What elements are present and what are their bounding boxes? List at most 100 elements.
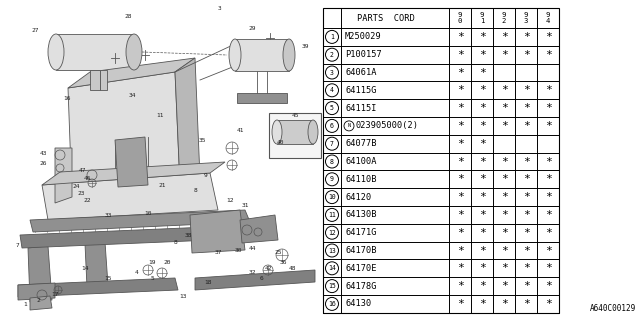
Polygon shape (190, 210, 245, 253)
Text: 18: 18 (204, 281, 212, 285)
Polygon shape (30, 296, 52, 310)
Polygon shape (42, 162, 225, 185)
Text: A640C00129: A640C00129 (589, 304, 636, 313)
Text: 2: 2 (36, 298, 40, 302)
Text: *: * (456, 156, 463, 166)
Text: *: * (479, 228, 485, 238)
Text: 17: 17 (51, 292, 59, 298)
Text: 1: 1 (330, 34, 334, 40)
Text: 23: 23 (77, 190, 84, 196)
Text: *: * (456, 32, 463, 42)
Text: *: * (523, 228, 529, 238)
Text: *: * (545, 103, 552, 113)
Text: *: * (545, 85, 552, 95)
Text: 15: 15 (328, 283, 336, 289)
Polygon shape (237, 93, 287, 103)
Text: 14: 14 (81, 266, 89, 270)
Text: *: * (500, 32, 508, 42)
Text: 5: 5 (150, 276, 154, 281)
Bar (323, 8, 559, 313)
Polygon shape (175, 58, 200, 185)
Text: *: * (479, 121, 485, 131)
Text: 30: 30 (234, 247, 242, 252)
Text: *: * (500, 103, 508, 113)
Polygon shape (30, 210, 250, 232)
Text: 42: 42 (264, 266, 272, 270)
Text: *: * (479, 32, 485, 42)
Text: *: * (523, 85, 529, 95)
Text: 8: 8 (193, 188, 197, 193)
Text: 12: 12 (227, 197, 234, 203)
Text: *: * (500, 210, 508, 220)
Text: *: * (500, 156, 508, 166)
Text: N: N (348, 124, 351, 128)
Polygon shape (277, 120, 313, 144)
Text: 19: 19 (148, 260, 156, 266)
Polygon shape (68, 58, 195, 88)
Text: 10: 10 (328, 194, 336, 200)
Polygon shape (195, 270, 315, 290)
Text: 11: 11 (328, 212, 336, 218)
Text: *: * (545, 50, 552, 60)
Text: 64170B: 64170B (345, 246, 376, 255)
Polygon shape (115, 137, 148, 187)
Text: 3: 3 (524, 18, 528, 24)
Text: 10: 10 (144, 211, 152, 215)
Polygon shape (28, 246, 52, 302)
Text: 5: 5 (330, 105, 334, 111)
Text: *: * (479, 263, 485, 273)
Text: *: * (456, 85, 463, 95)
Text: 9: 9 (330, 176, 334, 182)
Polygon shape (90, 70, 100, 90)
Text: *: * (545, 121, 552, 131)
Text: 38: 38 (184, 233, 192, 237)
Text: 45: 45 (291, 113, 299, 117)
Text: 2: 2 (330, 52, 334, 58)
Text: 44: 44 (248, 245, 256, 251)
Text: 8: 8 (173, 239, 177, 244)
Text: 39: 39 (301, 44, 308, 49)
Text: 12: 12 (328, 230, 336, 236)
Text: 7: 7 (16, 243, 20, 247)
Text: *: * (456, 121, 463, 131)
Text: 13: 13 (328, 247, 336, 253)
Text: 35: 35 (198, 138, 205, 142)
Ellipse shape (272, 120, 282, 144)
Text: 41: 41 (236, 127, 244, 132)
Text: *: * (545, 174, 552, 184)
Text: *: * (500, 85, 508, 95)
Text: *: * (456, 281, 463, 291)
Text: *: * (523, 299, 529, 309)
Text: 9: 9 (524, 12, 528, 18)
Text: 6: 6 (260, 276, 264, 281)
Polygon shape (56, 34, 134, 70)
Text: 16: 16 (63, 95, 71, 100)
Text: 21: 21 (158, 182, 166, 188)
Text: *: * (523, 245, 529, 255)
Text: *: * (523, 174, 529, 184)
Polygon shape (235, 39, 289, 71)
Text: 64115G: 64115G (345, 86, 376, 95)
Text: *: * (545, 156, 552, 166)
Text: 27: 27 (31, 28, 39, 33)
Text: 0: 0 (458, 18, 462, 24)
Text: PARTS  CORD: PARTS CORD (357, 13, 415, 22)
Polygon shape (85, 242, 108, 287)
Text: *: * (523, 32, 529, 42)
Text: 25: 25 (275, 250, 282, 254)
Text: 36: 36 (279, 260, 287, 265)
Polygon shape (100, 70, 107, 90)
Text: *: * (500, 263, 508, 273)
Text: *: * (545, 281, 552, 291)
Text: 4: 4 (135, 269, 139, 275)
Text: 64077B: 64077B (345, 139, 376, 148)
Text: 47: 47 (78, 167, 86, 172)
Text: *: * (523, 263, 529, 273)
Text: *: * (479, 103, 485, 113)
Text: *: * (479, 156, 485, 166)
Text: *: * (479, 245, 485, 255)
Text: 1: 1 (480, 18, 484, 24)
Text: *: * (456, 50, 463, 60)
Ellipse shape (283, 39, 295, 71)
Polygon shape (55, 148, 72, 203)
